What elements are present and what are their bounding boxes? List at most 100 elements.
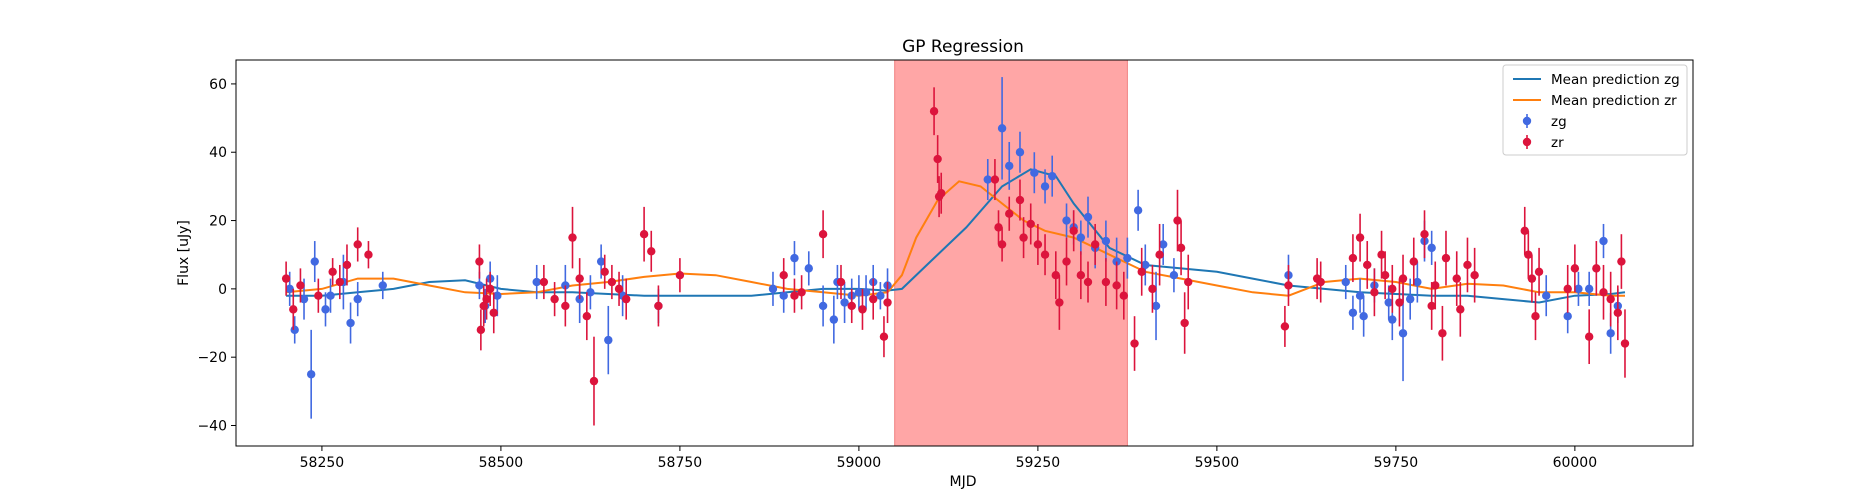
y-tick-label: 60 [209, 77, 227, 93]
data-point [675, 271, 685, 280]
series-points-zr [281, 87, 1630, 426]
data-point [829, 315, 839, 324]
data-point [1141, 260, 1150, 270]
data-point [1005, 161, 1014, 171]
data-point [532, 277, 541, 287]
data-point [797, 288, 806, 297]
data-point [933, 154, 942, 164]
legend-point-swatch [1522, 137, 1532, 147]
data-point [306, 370, 316, 379]
data-point [290, 325, 299, 335]
data-point [335, 277, 345, 287]
data-point [654, 301, 663, 311]
data-point [1388, 284, 1397, 294]
data-point [1069, 226, 1078, 235]
data-point [1395, 298, 1404, 307]
data-point [607, 277, 617, 287]
data-point [779, 291, 788, 300]
data-point [1355, 233, 1365, 242]
data-point [489, 308, 498, 317]
data-point [1420, 230, 1429, 239]
data-point [1005, 209, 1014, 218]
y-tick-label: 0 [218, 282, 227, 298]
data-point [1377, 250, 1386, 259]
data-point [1348, 308, 1358, 317]
legend-label: Mean prediction zg [1551, 72, 1680, 88]
data-point [768, 284, 778, 294]
data-point [1173, 216, 1182, 225]
y-tick-label: −20 [197, 350, 227, 366]
data-point [983, 175, 992, 184]
data-point [1176, 243, 1186, 253]
data-point [1112, 281, 1121, 290]
data-point [1438, 329, 1447, 338]
plot-frame [235, 59, 1694, 447]
x-tick-label: 59750 [1374, 455, 1419, 471]
data-point [1169, 271, 1179, 280]
data-point [1062, 257, 1071, 266]
data-point [1359, 311, 1368, 321]
data-point [1076, 233, 1086, 242]
data-point [869, 294, 878, 304]
data-point [779, 271, 788, 280]
data-point [1284, 281, 1293, 290]
data-point [1452, 274, 1461, 283]
data-point [1155, 250, 1164, 259]
x-tick-label: 59000 [837, 455, 882, 471]
data-point [326, 291, 335, 300]
data-point [1015, 195, 1025, 205]
data-point [1606, 329, 1615, 338]
data-points-layer [281, 77, 1630, 426]
data-point [804, 264, 813, 273]
data-point [1570, 264, 1580, 273]
data-point [1456, 305, 1465, 314]
data-point [353, 240, 362, 249]
data-point [1441, 253, 1451, 263]
data-point [1101, 277, 1111, 287]
data-point [378, 281, 387, 290]
data-point [1413, 277, 1422, 287]
data-point [310, 257, 319, 266]
data-point [790, 291, 799, 300]
data-point [876, 291, 885, 300]
data-point [1019, 233, 1028, 242]
data-point [1409, 257, 1418, 266]
data-point [883, 298, 892, 307]
data-point [1363, 260, 1372, 270]
data-point [1574, 284, 1583, 294]
data-point [475, 257, 484, 266]
data-point [1431, 281, 1440, 290]
data-point [328, 267, 337, 276]
data-point [1048, 171, 1057, 181]
data-point [994, 223, 1003, 232]
data-point [1033, 240, 1043, 249]
data-point [1527, 274, 1537, 283]
data-point [1030, 168, 1039, 177]
data-point [1534, 267, 1544, 276]
shaded-region-layer [894, 59, 1128, 447]
data-point [1051, 271, 1060, 280]
data-point [854, 288, 864, 297]
data-point [1388, 315, 1397, 324]
chart-title: GP Regression [902, 37, 1024, 57]
data-point [476, 325, 486, 335]
data-point [1613, 308, 1623, 317]
data-point [1076, 271, 1086, 280]
legend-label: zr [1551, 135, 1564, 151]
data-point [622, 294, 631, 304]
data-point [639, 230, 649, 239]
data-point [879, 332, 889, 341]
data-point [1524, 250, 1533, 259]
y-tick-label: −40 [197, 419, 227, 435]
data-point [1112, 257, 1121, 266]
data-point [550, 294, 559, 304]
data-point [1542, 291, 1551, 300]
data-point [589, 376, 599, 386]
data-point [1592, 264, 1601, 273]
data-point [1015, 148, 1025, 157]
data-point [997, 240, 1007, 249]
data-point [1617, 257, 1626, 266]
data-point [482, 294, 491, 304]
data-point [929, 107, 939, 116]
